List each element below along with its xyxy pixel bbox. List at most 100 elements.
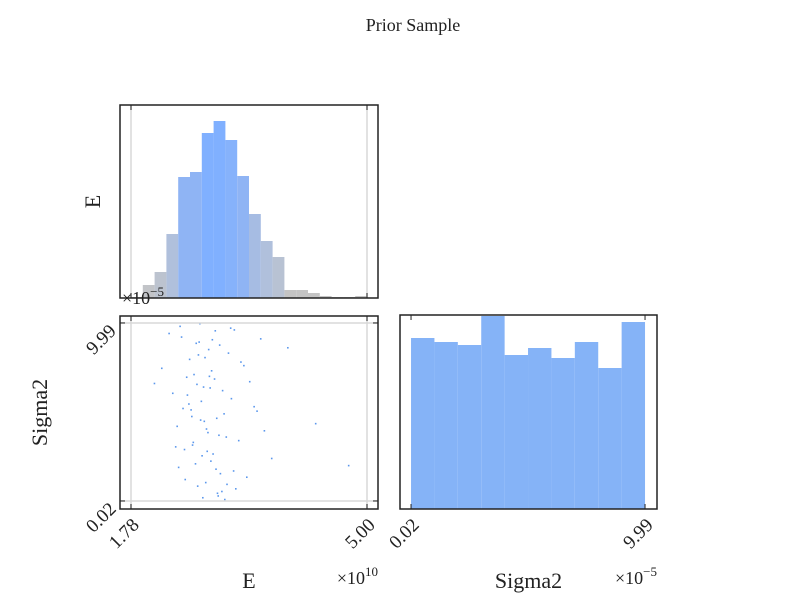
- scatter-point: [259, 338, 262, 340]
- scatter-point: [191, 415, 193, 418]
- scatter-point: [203, 420, 206, 423]
- chart-title: Prior Sample: [366, 15, 461, 35]
- scatter-point: [215, 468, 217, 470]
- offset-exponent: −5: [150, 284, 164, 299]
- histogram-bar: [260, 241, 273, 298]
- scatter-point: [209, 387, 211, 389]
- scatter-point: [196, 485, 199, 487]
- scatter-point: [153, 382, 156, 385]
- scatter-point: [210, 460, 212, 462]
- scatter-point: [223, 413, 225, 415]
- scatter-point: [174, 446, 177, 448]
- axis-offset-label: ×10−5: [615, 564, 657, 588]
- histogram-bar: [504, 355, 529, 509]
- scatter-point: [256, 410, 258, 412]
- scatter-point: [177, 466, 180, 469]
- scatter-point: [193, 373, 195, 376]
- scatter-point: [198, 341, 200, 343]
- scatter-point: [314, 422, 317, 425]
- scatter-point: [226, 483, 228, 486]
- scatter-point: [229, 327, 232, 329]
- scatter-point: [221, 389, 224, 392]
- y-tick-label: 9.99: [82, 321, 120, 359]
- histogram-bar: [189, 172, 202, 298]
- histogram-bar: [598, 368, 622, 509]
- scatter-point: [213, 378, 216, 380]
- histogram-bar: [166, 234, 179, 298]
- scatter-point: [206, 450, 209, 453]
- scatter-point: [237, 439, 240, 442]
- scatter-point: [195, 342, 198, 345]
- scatter-point: [185, 376, 188, 379]
- histogram-bar: [481, 316, 505, 509]
- scatter-point: [287, 346, 289, 349]
- histogram-bar: [434, 342, 458, 509]
- offset-base: ×10: [615, 568, 643, 588]
- histogram-bar: [225, 140, 238, 298]
- axis-offset-label: ×10−5: [122, 284, 164, 308]
- scatter-point: [196, 383, 198, 386]
- histogram-bar: [201, 133, 214, 298]
- scatter-point: [186, 394, 189, 396]
- scatter-point: [216, 492, 219, 495]
- scatter-point: [200, 400, 203, 403]
- offset-base: ×10: [337, 568, 365, 588]
- axes-frame: [119, 315, 379, 510]
- scatter-point: [219, 472, 222, 475]
- histogram-bar: [284, 290, 297, 298]
- histogram-bar: [237, 176, 249, 298]
- scatter-point: [208, 375, 211, 378]
- offset-exponent: −5: [643, 564, 657, 579]
- histogram-bar: [272, 257, 285, 298]
- axes-frame: [399, 314, 658, 510]
- scatter-point: [182, 407, 184, 410]
- scatter-point: [212, 453, 214, 455]
- scatter-point: [192, 441, 195, 444]
- scatter-point: [160, 367, 163, 370]
- scatter-point: [214, 330, 217, 332]
- scatter-point: [246, 476, 248, 479]
- scatter-point: [233, 329, 236, 331]
- scatter-point: [202, 496, 204, 499]
- scatter-point: [240, 361, 242, 363]
- axis-offset-label: ×1010: [337, 564, 378, 588]
- y-axis-label: E: [80, 195, 105, 208]
- histogram-bar: [621, 322, 646, 509]
- scatter-point: [215, 417, 218, 420]
- scatter-point: [218, 344, 221, 346]
- scatter-point: [225, 436, 228, 438]
- scatter-point: [207, 348, 210, 351]
- scatter-point: [230, 397, 233, 400]
- scatter-point: [202, 386, 205, 388]
- x-axis-label: Sigma2: [495, 568, 562, 593]
- histogram-bar: [308, 293, 320, 298]
- scatter-point: [180, 336, 183, 338]
- scatter-point: [199, 419, 202, 421]
- y-axis-label: Sigma2: [27, 379, 52, 446]
- histogram-bar: [178, 177, 190, 298]
- x-tick-label: 5.00: [341, 515, 379, 553]
- scatter-point: [211, 338, 214, 341]
- scatter-point: [204, 356, 206, 359]
- axes-frame: [119, 104, 379, 299]
- scatter-point: [171, 392, 174, 395]
- scatter-point: [168, 332, 170, 335]
- scatter-point: [201, 454, 203, 457]
- scatter-point: [188, 358, 191, 361]
- scatter-point: [243, 364, 245, 367]
- histogram-bar: [296, 290, 309, 298]
- scatter-point: [190, 409, 192, 411]
- histogram-bar: [574, 342, 599, 509]
- scatter-point: [235, 488, 237, 490]
- scatter-point: [204, 481, 207, 484]
- x-axis-label: E: [242, 568, 255, 593]
- scatter-point: [270, 457, 273, 460]
- scatter-point: [217, 495, 220, 497]
- scatter-point: [183, 448, 186, 451]
- histogram-bar: [457, 345, 482, 509]
- histogram-bar: [411, 338, 435, 509]
- histogram-bar: [249, 214, 261, 298]
- scatter-point: [232, 470, 235, 472]
- x-tick-label: 9.99: [619, 515, 657, 553]
